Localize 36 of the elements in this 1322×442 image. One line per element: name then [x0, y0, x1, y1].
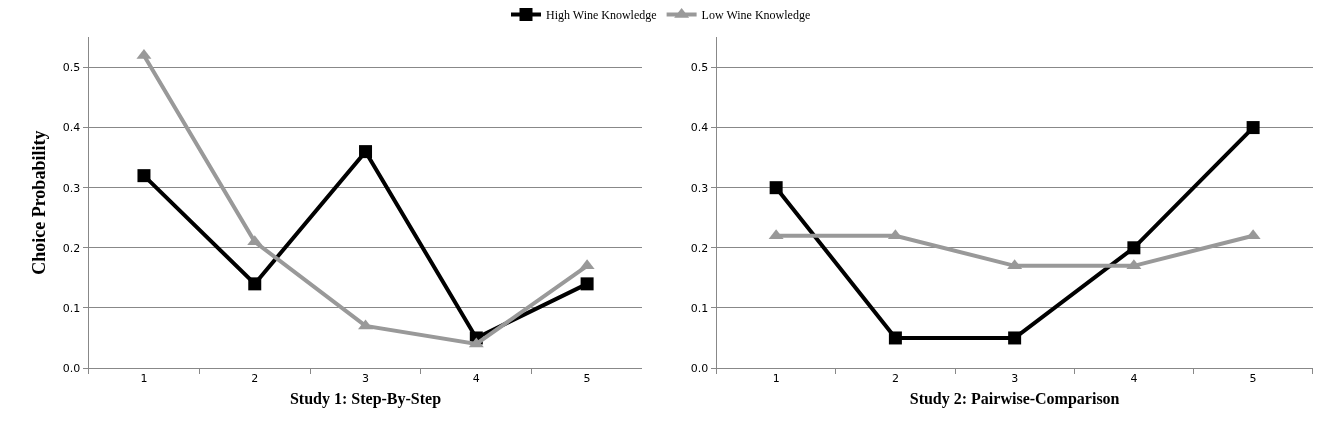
legend-label: Low Wine Knowledge [701, 8, 811, 23]
x-tick-label: 2 [251, 372, 259, 386]
y-tick-label: 0.5 [690, 61, 709, 75]
y-tick-label: 0.2 [690, 241, 709, 255]
y-tick-label: 0.1 [690, 301, 709, 315]
x-axis-title: Study 2: Pairwise-Comparison [909, 389, 1120, 408]
y-tick-label: 0.4 [62, 121, 81, 135]
y-tick-label: 0.1 [62, 301, 81, 315]
point [888, 331, 902, 345]
y-tick-label: 0.3 [690, 181, 709, 195]
x-tick-label: 2 [891, 372, 899, 386]
y-tick-label: 0.4 [690, 121, 709, 135]
point [248, 277, 262, 291]
y-tick-label: 0.3 [62, 181, 81, 195]
point [359, 145, 373, 159]
x-tick-label: 1 [140, 372, 148, 386]
point [137, 169, 151, 183]
point [769, 181, 783, 195]
legend-label: High Wine Knowledge [546, 8, 657, 23]
point [580, 277, 594, 291]
y-tick-label: 0.0 [62, 361, 81, 375]
y-tick-label: 0.2 [62, 241, 81, 255]
point [1008, 331, 1022, 345]
x-tick-label: 5 [583, 372, 591, 386]
x-tick-label: 3 [362, 372, 370, 386]
x-tick-label: 4 [472, 372, 480, 386]
y-axis-title: Choice Probability [29, 130, 50, 275]
x-tick-label: 5 [1249, 372, 1257, 386]
y-tick-label: 0.5 [62, 61, 81, 75]
x-axis-title: Study 1: Step-By-Step [289, 389, 442, 408]
x-tick-label: 3 [1011, 372, 1019, 386]
y-tick-label: 0.0 [690, 361, 709, 375]
x-tick-label: 4 [1130, 372, 1138, 386]
point [1246, 121, 1260, 135]
point [1127, 241, 1141, 255]
x-tick-label: 1 [772, 372, 780, 386]
